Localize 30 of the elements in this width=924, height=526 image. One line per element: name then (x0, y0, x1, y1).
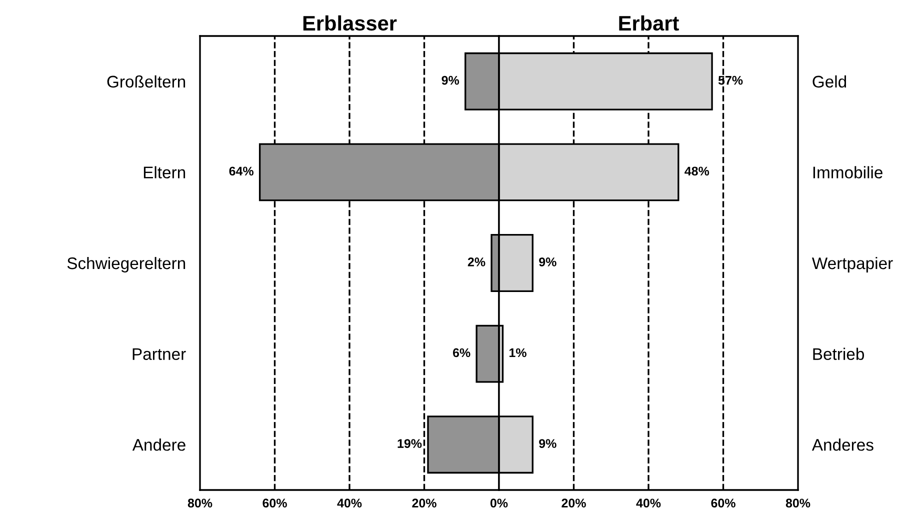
y-tick-label: Wertpapier (812, 256, 893, 272)
data-label: 9% (442, 76, 460, 85)
data-label: 9% (539, 439, 556, 448)
data-label: 6% (452, 348, 470, 358)
data-label: 64% (229, 166, 254, 176)
data-label: 9% (539, 258, 556, 266)
y-tick-label: Eltern (144, 166, 186, 178)
x-tick-label: 40% (337, 498, 362, 508)
x-tick-label: 60% (711, 498, 736, 508)
data-label: 2% (468, 258, 486, 266)
x-tick-label: 0% (490, 498, 508, 508)
x-tick-label: 80% (786, 498, 810, 508)
chart-title: Erbart (619, 15, 679, 31)
y-tick-label: Partner (132, 348, 186, 360)
data-label: 48% (684, 166, 710, 176)
chart-title: Erblasser (303, 15, 397, 31)
x-tick-label: 40% (636, 498, 661, 508)
data-label: 1% (510, 348, 526, 358)
x-tick-label: 20% (412, 498, 436, 508)
y-tick-label: Großeltern (107, 75, 186, 88)
y-tick-label: Betrieb (813, 348, 864, 360)
y-tick-label: Geld (812, 75, 846, 88)
y-tick-label: Anderes (812, 438, 874, 451)
y-tick-label: Immobilie (813, 166, 882, 178)
x-tick-label: 60% (262, 498, 287, 508)
x-tick-label: 80% (188, 498, 212, 508)
y-tick-label: Schwiegereltern (67, 256, 186, 272)
data-label: 19% (398, 439, 422, 448)
x-tick-label: 20% (562, 498, 586, 508)
y-tick-label: Andere (132, 438, 186, 451)
